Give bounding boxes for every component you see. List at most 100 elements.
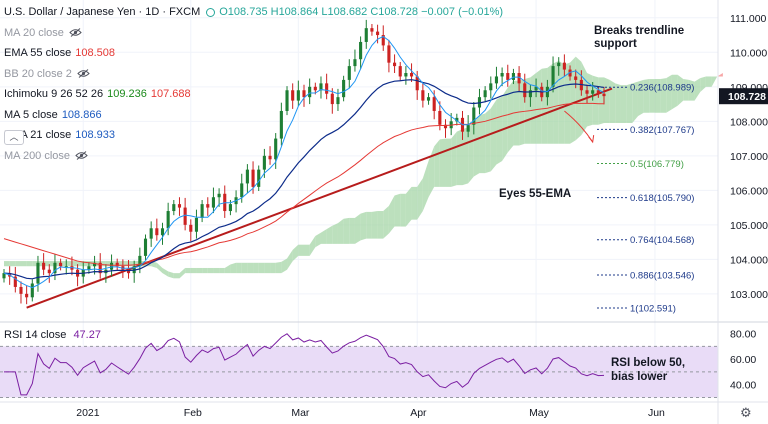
cloud-segment xyxy=(196,267,203,274)
candle-body xyxy=(443,124,448,129)
legend-row-3[interactable]: Ichimoku 9 26 52 26 109.236 107.688 xyxy=(4,84,503,105)
candle-body xyxy=(166,211,170,229)
candle-body xyxy=(319,83,323,91)
legend-row-0[interactable]: MA 20 close xyxy=(4,23,503,44)
candle-body xyxy=(585,90,589,94)
candle-body xyxy=(200,204,204,218)
annotation-breaks-line2: support xyxy=(594,38,637,50)
legend-value: 108.508 xyxy=(75,47,116,59)
cloud-segment xyxy=(388,195,395,234)
cloud-segment xyxy=(507,80,514,153)
candle-body xyxy=(53,262,57,274)
candle-body xyxy=(528,90,532,98)
candle-body xyxy=(19,286,23,294)
fib-label: 0.382(107.767) xyxy=(630,125,694,136)
cloud-segment xyxy=(609,79,616,124)
candle-body xyxy=(393,62,397,67)
ema21-line xyxy=(3,79,605,280)
cloud-segment xyxy=(502,87,508,161)
legend-row-6[interactable]: MA 200 close xyxy=(4,146,503,167)
cloud-segment xyxy=(71,261,78,267)
candle-body xyxy=(25,293,29,298)
candle-body xyxy=(296,90,300,101)
eye-hidden-icon[interactable] xyxy=(69,28,82,38)
cloud-segment xyxy=(598,77,604,125)
legend-row-5[interactable]: EMA 21 close 108.933 xyxy=(4,125,503,146)
cloud-segment xyxy=(258,262,265,274)
candle-body xyxy=(64,266,68,268)
cloud-segment xyxy=(349,217,355,244)
candle-body xyxy=(217,193,221,198)
cloud-segment xyxy=(400,193,406,227)
collapse-legend-button[interactable]: ︿ xyxy=(4,130,24,145)
cloud-segment xyxy=(20,261,27,267)
cloud-segment xyxy=(456,129,463,186)
fib-label: 0.886(103.546) xyxy=(630,271,694,282)
trendline xyxy=(26,87,613,309)
candle-body xyxy=(274,138,278,160)
candle-body xyxy=(2,273,6,279)
cloud-segment xyxy=(479,113,486,174)
cloud-segment xyxy=(383,205,389,239)
cloud-segment xyxy=(541,67,548,144)
legend-value: 109.236 xyxy=(107,88,147,100)
candle-body xyxy=(596,90,600,94)
candle-body xyxy=(506,73,510,80)
cloud-segment xyxy=(156,262,163,274)
rsi-label[interactable]: RSI 14 close xyxy=(4,329,67,341)
fib-label: 0.764(104.568) xyxy=(630,235,694,246)
time-tick: 2021 xyxy=(76,407,100,419)
candle-body xyxy=(551,66,555,87)
candle-body xyxy=(415,76,419,91)
legend-row-1[interactable]: EMA 55 close 108.508 xyxy=(4,43,503,64)
cloud-segment xyxy=(168,271,174,279)
cloud-segment xyxy=(219,267,225,274)
candle-body xyxy=(494,76,499,84)
legend-row-2[interactable]: BB 20 close 2 xyxy=(4,64,503,85)
candle-body xyxy=(353,59,357,67)
annotation-breaks-line1: Breaks trendline xyxy=(594,25,684,37)
eye-hidden-icon[interactable] xyxy=(77,69,90,79)
symbol-title[interactable]: U.S. Dollar / Japanese Yen · 1D · FXCM xyxy=(4,6,201,18)
price-badge-text: 108.728 xyxy=(728,91,766,103)
cloud-segment xyxy=(536,68,542,144)
price-tick: 103.000 xyxy=(730,289,768,301)
cloud-segment xyxy=(332,223,338,244)
price-tick: 106.000 xyxy=(730,185,768,197)
eye-hidden-icon[interactable] xyxy=(75,151,88,161)
cloud-segment xyxy=(354,213,361,244)
candle-body xyxy=(93,262,97,267)
candle-body xyxy=(500,73,504,77)
cloud-segment xyxy=(202,267,208,274)
time-tick: Mar xyxy=(291,407,310,419)
time-tick: May xyxy=(529,407,550,419)
cloud-segment xyxy=(275,261,282,274)
cloud-segment xyxy=(179,267,186,279)
cloud-segment xyxy=(620,85,627,124)
candle-body xyxy=(138,255,142,267)
candle-body xyxy=(602,93,606,97)
legend-label: Ichimoku 9 26 52 26 xyxy=(4,88,104,100)
candle-body xyxy=(302,90,306,98)
cloud-segment xyxy=(694,78,701,101)
legend-row-4[interactable]: MA 5 close 108.866 xyxy=(4,105,503,126)
legend-value: 108.933 xyxy=(75,129,116,141)
candle-body xyxy=(160,228,165,236)
candle-body xyxy=(325,83,329,94)
gear-icon: ⚙ xyxy=(740,406,752,421)
cloud-segment xyxy=(230,262,237,274)
cloud-segment xyxy=(298,244,304,256)
ohlc-values: O108.735 H108.864 L108.682 C108.728 −0.0… xyxy=(219,6,504,18)
cloud-segment xyxy=(564,62,571,144)
candle-body xyxy=(262,155,266,170)
cloud-segment xyxy=(320,229,327,244)
candle-body xyxy=(591,90,595,94)
price-tick: 104.000 xyxy=(730,254,768,266)
fib-label: 0.5(106.779) xyxy=(630,159,684,170)
price-tick: 110.000 xyxy=(730,47,767,59)
cloud-segment xyxy=(587,73,593,127)
symbol-header-row: U.S. Dollar / Japanese Yen · 1D · FXCM O… xyxy=(4,2,503,23)
cloud-segment xyxy=(185,267,191,274)
price-tick: 107.000 xyxy=(730,151,768,163)
